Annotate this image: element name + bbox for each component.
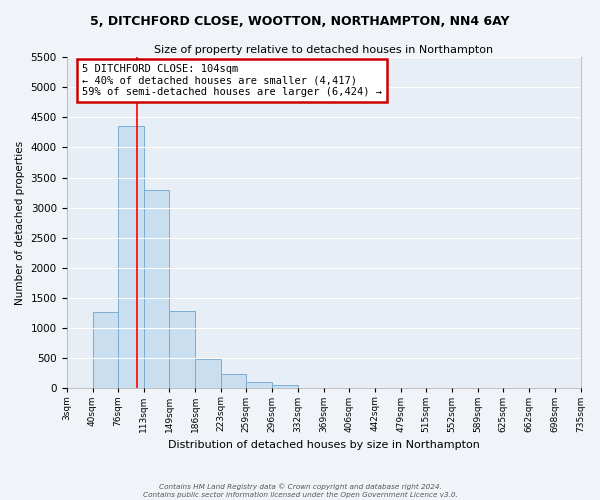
X-axis label: Distribution of detached houses by size in Northampton: Distribution of detached houses by size … bbox=[167, 440, 479, 450]
Title: Size of property relative to detached houses in Northampton: Size of property relative to detached ho… bbox=[154, 45, 493, 55]
Y-axis label: Number of detached properties: Number of detached properties bbox=[15, 140, 25, 305]
Bar bbox=[246, 382, 272, 388]
Text: Contains HM Land Registry data © Crown copyright and database right 2024.
Contai: Contains HM Land Registry data © Crown c… bbox=[143, 484, 457, 498]
Bar bbox=[92, 312, 118, 388]
Bar bbox=[144, 190, 169, 388]
Bar bbox=[272, 384, 298, 388]
Bar bbox=[195, 359, 221, 388]
Bar bbox=[221, 374, 246, 388]
Text: 5, DITCHFORD CLOSE, WOOTTON, NORTHAMPTON, NN4 6AY: 5, DITCHFORD CLOSE, WOOTTON, NORTHAMPTON… bbox=[90, 15, 510, 28]
Text: 5 DITCHFORD CLOSE: 104sqm
← 40% of detached houses are smaller (4,417)
59% of se: 5 DITCHFORD CLOSE: 104sqm ← 40% of detac… bbox=[82, 64, 382, 97]
Bar bbox=[169, 310, 195, 388]
Bar bbox=[118, 126, 144, 388]
